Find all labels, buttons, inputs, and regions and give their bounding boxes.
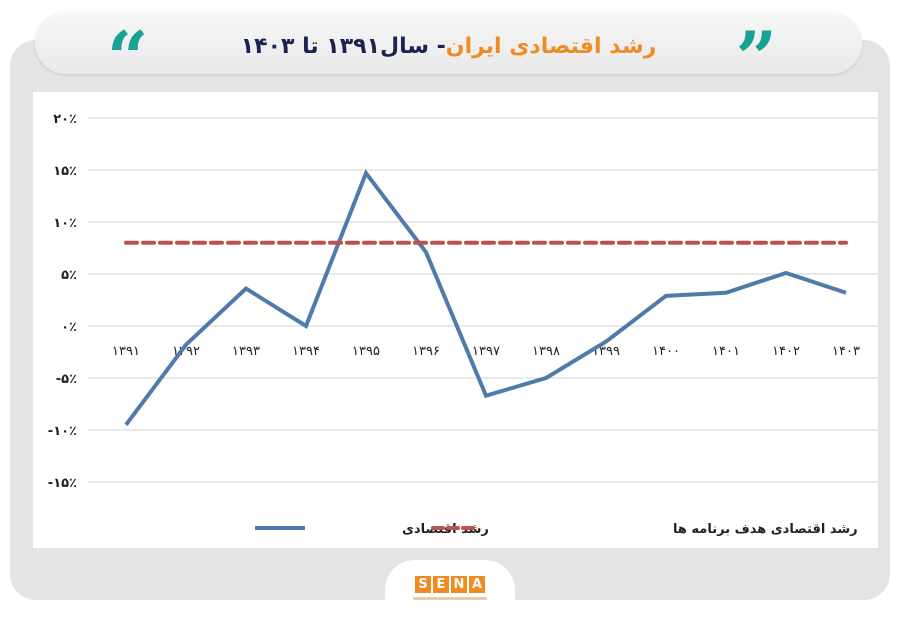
title-highlight: رشد اقتصادی ایران: [446, 34, 656, 59]
x-tick-label: ۱۳۹۸: [532, 344, 560, 359]
title-banner: “ ” رشد اقتصادی ایران- سال۱۳۹۱ تا ۱۴۰۳: [35, 12, 862, 74]
x-tick-label: ۱۳۹۳: [232, 344, 260, 359]
y-tick-label: ۱۰٪: [53, 216, 77, 231]
logo-letter: E: [433, 576, 449, 593]
logo-letter: S: [415, 576, 431, 593]
x-tick-label: ۱۳۹۴: [292, 344, 320, 359]
x-tick-label: ۱۳۹۱: [112, 344, 140, 359]
y-tick-label: -۵٪: [56, 372, 77, 387]
legend-label: رشد اقتصادی: [402, 522, 489, 537]
x-tick-label: ۱۳۹۶: [412, 344, 440, 359]
y-tick-label: -۱۵٪: [48, 476, 77, 491]
y-tick-label: ۵٪: [61, 268, 77, 283]
x-tick-label: ۱۳۹۵: [352, 344, 380, 359]
x-tick-label: ۱۳۹۷: [472, 344, 500, 359]
y-tick-label: ۱۵٪: [53, 164, 77, 179]
chart-title: رشد اقتصادی ایران- سال۱۳۹۱ تا ۱۴۰۳: [35, 34, 862, 59]
series-line-actual-growth: [126, 173, 846, 425]
y-tick-label: ۰٪: [61, 320, 77, 335]
sena-logo: S E N A: [385, 560, 515, 630]
logo-subtitle: [413, 597, 487, 600]
legend-label: رشد اقتصادی هدف برنامه ها: [673, 522, 858, 537]
x-tick-label: ۱۴۰۰: [652, 344, 680, 359]
y-tick-label: ۲۰٪: [53, 112, 77, 127]
title-rest: - سال۱۳۹۱ تا ۱۴۰۳: [241, 34, 446, 59]
x-tick-label: ۱۴۰۱: [712, 344, 740, 359]
x-tick-label: ۱۴۰۳: [832, 344, 860, 359]
x-tick-label: ۱۴۰۲: [772, 344, 800, 359]
logo-letter: N: [451, 576, 467, 593]
y-tick-label: -۱۰٪: [48, 424, 77, 439]
logo-letter: A: [469, 576, 485, 593]
